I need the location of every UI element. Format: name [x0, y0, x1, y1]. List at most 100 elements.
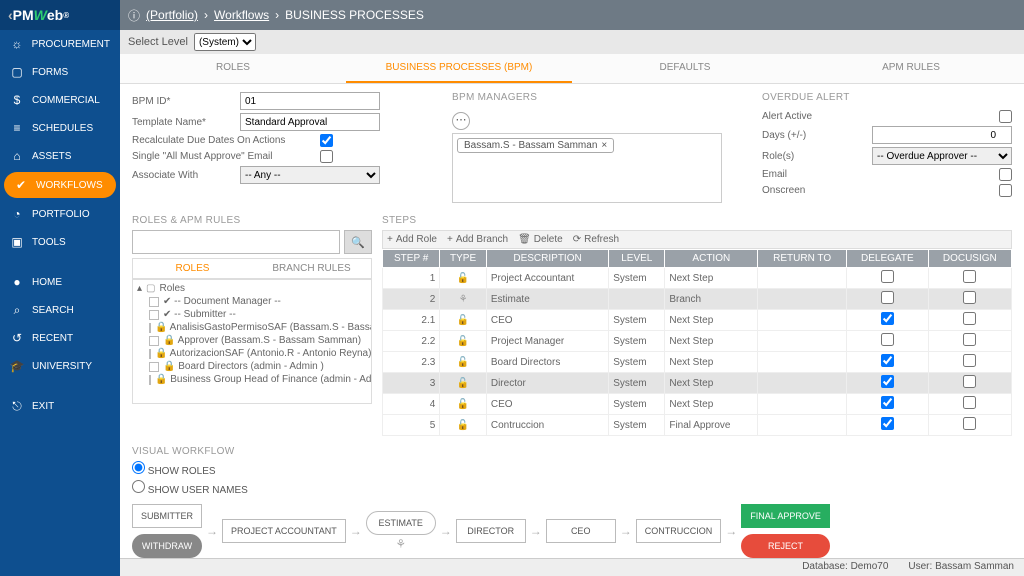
- delegate-checkbox[interactable]: [881, 375, 894, 388]
- sidebar-item-university[interactable]: 🎓UNIVERSITY: [0, 352, 120, 380]
- managers-more-button[interactable]: ⋯: [452, 112, 470, 130]
- sidebar-item-home[interactable]: ●HOME: [0, 268, 120, 296]
- show-users-radio[interactable]: SHOW USER NAMES: [132, 480, 1012, 496]
- associate-select[interactable]: -- Any --: [240, 166, 380, 184]
- chip-remove-icon[interactable]: ×: [601, 140, 607, 151]
- node-contruccion[interactable]: CONTRUCCION: [636, 519, 722, 543]
- table-row[interactable]: 4🔓CEOSystemNext Step: [383, 394, 1012, 415]
- node-pa[interactable]: PROJECT ACCOUNTANT: [222, 519, 346, 543]
- breadcrumb-workflows[interactable]: Workflows: [214, 8, 269, 22]
- roles-search-input[interactable]: [132, 230, 340, 254]
- sidebar-item-label: SEARCH: [32, 305, 74, 316]
- table-row[interactable]: 2.3🔓Board DirectorsSystemNext Step: [383, 352, 1012, 373]
- sidebar-item-procurement[interactable]: ☼PROCUREMENT: [0, 30, 120, 58]
- sidebar-item-schedules[interactable]: ≡ SCHEDULES: [0, 114, 120, 142]
- tree-item[interactable]: ✔ -- Submitter --: [135, 308, 369, 321]
- overdue-email-checkbox[interactable]: [999, 168, 1012, 181]
- level-select[interactable]: (System): [194, 33, 256, 51]
- node-estimate[interactable]: ESTIMATE: [366, 511, 436, 535]
- sidebar-item-label: SCHEDULES: [32, 123, 93, 134]
- docusign-checkbox[interactable]: [963, 396, 976, 409]
- tree-item[interactable]: 🔒 Business Group Head of Finance (admin …: [135, 373, 369, 386]
- docusign-checkbox[interactable]: [963, 333, 976, 346]
- subtab-branch-rules[interactable]: BRANCH RULES: [252, 259, 371, 278]
- toolbar-add-role[interactable]: + Add Role: [387, 234, 437, 245]
- node-withdraw[interactable]: WITHDRAW: [132, 534, 202, 558]
- sidebar-item-assets[interactable]: ⌂ASSETS: [0, 142, 120, 170]
- sidebar-item-commercial[interactable]: $COMMERCIAL: [0, 86, 120, 114]
- table-row[interactable]: 2.1🔓CEOSystemNext Step: [383, 310, 1012, 331]
- steps-title: STEPS: [382, 215, 1012, 226]
- university-icon: 🎓: [10, 359, 24, 373]
- tree-item[interactable]: 🔒 AnalisisGastoPermisoSAF (Bassam.S - Ba…: [135, 321, 369, 334]
- docusign-checkbox[interactable]: [963, 270, 976, 283]
- sidebar-item-exit[interactable]: ⎋EXIT: [0, 392, 120, 420]
- breadcrumb-portfolio[interactable]: (Portfolio): [146, 8, 198, 22]
- delegate-checkbox[interactable]: [881, 333, 894, 346]
- managers-box: Bassam.S - Bassam Samman×: [452, 133, 722, 203]
- tree-item[interactable]: 🔒 AutorizacionSAF (Antonio.R - Antonio R…: [135, 347, 369, 360]
- roles-search-button[interactable]: 🔍: [344, 230, 372, 254]
- days-input[interactable]: [872, 126, 1012, 144]
- breadcrumb: ⓘ (Portfolio) › Workflows › BUSINESS PRO…: [120, 0, 1024, 30]
- table-row[interactable]: 2⚘EstimateBranch: [383, 289, 1012, 310]
- delegate-checkbox[interactable]: [881, 312, 894, 325]
- node-final-approve[interactable]: FINAL APPROVE: [741, 504, 830, 528]
- tab-apm-rules[interactable]: APM RULES: [798, 54, 1024, 83]
- schedules-icon: ≡: [10, 121, 24, 135]
- sidebar-item-label: ASSETS: [32, 151, 71, 162]
- delegate-checkbox[interactable]: [881, 396, 894, 409]
- alert-active-checkbox[interactable]: [999, 110, 1012, 123]
- info-icon[interactable]: ⓘ: [128, 7, 140, 24]
- breadcrumb-page: BUSINESS PROCESSES: [285, 8, 424, 22]
- table-row[interactable]: 3🔓DirectorSystemNext Step: [383, 373, 1012, 394]
- delegate-checkbox[interactable]: [881, 417, 894, 430]
- recalc-checkbox[interactable]: [320, 134, 333, 147]
- docusign-checkbox[interactable]: [963, 291, 976, 304]
- single-checkbox[interactable]: [320, 150, 333, 163]
- delegate-checkbox[interactable]: [881, 291, 894, 304]
- table-row[interactable]: 1🔓Project AccountantSystemNext Step: [383, 268, 1012, 289]
- overdue-roles-select[interactable]: -- Overdue Approver --: [872, 147, 1012, 165]
- docusign-checkbox[interactable]: [963, 312, 976, 325]
- steps-table: STEP #TYPEDESCRIPTIONLEVELACTIONRETURN T…: [382, 249, 1012, 436]
- show-roles-radio[interactable]: SHOW ROLES: [132, 461, 1012, 477]
- sidebar-item-search[interactable]: ⌕SEARCH: [0, 296, 120, 324]
- tab-roles[interactable]: ROLES: [120, 54, 346, 83]
- sidebar-item-forms[interactable]: ▢FORMS: [0, 58, 120, 86]
- subtab-roles[interactable]: ROLES: [133, 259, 252, 278]
- node-director[interactable]: DIRECTOR: [456, 519, 526, 543]
- sidebar-item-portfolio[interactable]: ◔PORTFOLIO: [0, 200, 120, 228]
- docusign-checkbox[interactable]: [963, 354, 976, 367]
- node-reject[interactable]: REJECT: [741, 534, 830, 558]
- tree-item[interactable]: ✔ -- Document Manager --: [135, 295, 369, 308]
- toolbar-add-branch[interactable]: + Add Branch: [447, 234, 508, 245]
- sidebar-item-workflows[interactable]: ✔WORKFLOWS: [4, 172, 116, 198]
- sidebar-item-tools[interactable]: ▣TOOLS: [0, 228, 120, 256]
- delegate-checkbox[interactable]: [881, 270, 894, 283]
- node-ceo[interactable]: CEO: [546, 519, 616, 543]
- tree-item[interactable]: 🔒 Approver (Bassam.S - Bassam Samman): [135, 334, 369, 347]
- sidebar-item-label: TOOLS: [32, 237, 66, 248]
- toolbar-delete[interactable]: 🗑 Delete: [518, 234, 563, 245]
- table-row[interactable]: 2.2🔓Project ManagerSystemNext Step: [383, 331, 1012, 352]
- toolbar-refresh[interactable]: ⟳ Refresh: [573, 234, 619, 245]
- table-row[interactable]: 5🔓ContruccionSystemFinal Approve: [383, 415, 1012, 436]
- sidebar-item-recent[interactable]: ↺RECENT: [0, 324, 120, 352]
- exit-icon: ⎋: [10, 399, 24, 413]
- template-name-input[interactable]: [240, 113, 380, 131]
- node-submitter[interactable]: SUBMITTER: [132, 504, 202, 528]
- overdue-onscreen-checkbox[interactable]: [999, 184, 1012, 197]
- tab-business-processes-bpm-[interactable]: BUSINESS PROCESSES (BPM): [346, 54, 572, 83]
- tab-defaults[interactable]: DEFAULTS: [572, 54, 798, 83]
- tree-item[interactable]: 🔒 Board Directors (admin - Admin ): [135, 360, 369, 373]
- docusign-checkbox[interactable]: [963, 417, 976, 430]
- roles-tree[interactable]: ▴ ▢ Roles ✔ -- Document Manager -- ✔ -- …: [132, 279, 372, 404]
- overdue-title: OVERDUE ALERT: [762, 92, 1012, 103]
- search-icon: 🔍: [351, 236, 365, 249]
- bpm-id-input[interactable]: [240, 92, 380, 110]
- docusign-checkbox[interactable]: [963, 375, 976, 388]
- manager-chip: Bassam.S - Bassam Samman×: [457, 138, 614, 153]
- sidebar-item-label: FORMS: [32, 67, 68, 78]
- delegate-checkbox[interactable]: [881, 354, 894, 367]
